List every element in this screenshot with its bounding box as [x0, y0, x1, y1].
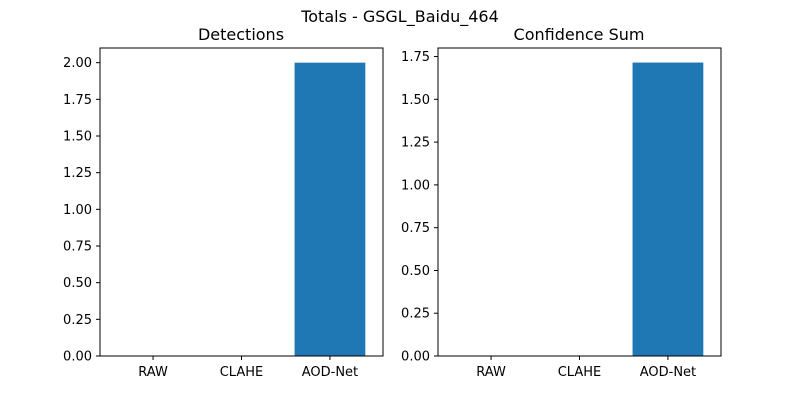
confidence-sum-ytick-label: 1.00 — [401, 178, 430, 193]
confidence-sum-ytick-label: 0.00 — [401, 350, 430, 365]
detections-ytick-label: 0.25 — [63, 313, 92, 328]
confidence-sum-bar-aod-net — [632, 62, 704, 357]
confidence-sum-xtick-label: RAW — [476, 365, 506, 380]
confidence-sum-ytick-label: 0.50 — [401, 264, 430, 279]
confidence-sum-axes: Confidence Sum RAW CLAHE AOD-Net 0.00 0.25 0.… — [401, 25, 722, 380]
detections-ytick-label: 1.75 — [63, 93, 92, 108]
confidence-sum-xtick-label: AOD-Net — [640, 365, 696, 380]
detections-bar-aod-net — [294, 62, 366, 357]
figure-suptitle: Totals - GSGL_Baidu_464 — [300, 7, 499, 27]
confidence-sum-axes-frame — [437, 47, 722, 357]
confidence-sum-axes-title: Confidence Sum — [514, 25, 645, 44]
detections-ytick-label: 1.25 — [63, 166, 92, 181]
confidence-sum-ytick-label: 1.50 — [401, 93, 430, 108]
confidence-sum-ytick-label: 1.75 — [401, 50, 430, 65]
detections-ytick-label: 0.75 — [63, 240, 92, 255]
detections-ytick-label: 0.00 — [63, 350, 92, 365]
detections-ytick-label: 1.00 — [63, 203, 92, 218]
confidence-sum-ytick-label: 0.75 — [401, 221, 430, 236]
detections-axes-title: Detections — [198, 25, 284, 44]
confidence-sum-ytick-label: 1.25 — [401, 136, 430, 151]
detections-ytick-label: 2.00 — [63, 56, 92, 71]
detections-ytick-label: 1.50 — [63, 130, 92, 145]
detections-axes: Detections RAW CLAHE AOD-Net 0.00 0.25 0.50 0.… — [63, 25, 384, 380]
detections-xtick-label: CLAHE — [220, 365, 264, 380]
detections-xtick-label: AOD-Net — [302, 365, 358, 380]
detections-xtick-label: RAW — [138, 365, 168, 380]
confidence-sum-ytick-label: 0.25 — [401, 307, 430, 322]
detections-ytick-label: 0.50 — [63, 276, 92, 291]
detections-axes-frame — [99, 47, 384, 357]
confidence-sum-xtick-label: CLAHE — [558, 365, 602, 380]
